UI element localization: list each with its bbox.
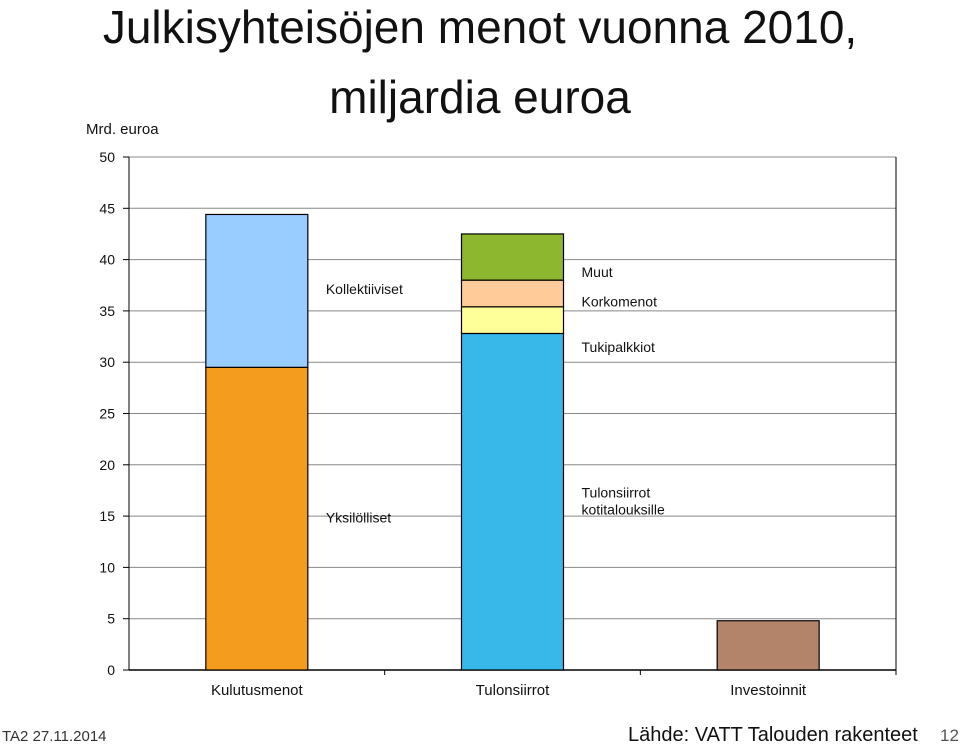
segment-annotation-1: Kollektiiviset xyxy=(326,281,403,297)
slide-title-line-2: miljardia euroa xyxy=(329,71,631,123)
y-tick-label-5: 5 xyxy=(107,611,115,627)
segment-annotation-3: Tukipalkkiot xyxy=(582,339,656,355)
y-tick-label-35: 35 xyxy=(99,303,115,319)
y-axis-label: Mrd. euroa xyxy=(86,121,159,138)
segment-annotation-4: Korkomenot xyxy=(582,293,658,309)
slide-title-line-1: Julkisyhteisöjen menot vuonna 2010, xyxy=(102,1,858,53)
footer-date: TA2 27.11.2014 xyxy=(2,728,107,745)
y-tick-label-10: 10 xyxy=(99,559,115,575)
y-tick-label-50: 50 xyxy=(99,149,115,165)
bar-segment-s5-c1 xyxy=(460,233,565,281)
segment-annotation-2: Tulonsiirrot kotitalouksille xyxy=(582,485,665,518)
x-tick-label-2: Investoinnit xyxy=(730,682,807,699)
footer-source: Lähde: VATT Talouden rakenteet xyxy=(628,724,918,746)
y-tick-label-0: 0 xyxy=(107,662,115,678)
y-tick-label-20: 20 xyxy=(99,457,115,473)
bar-segment-s6-c2 xyxy=(716,620,820,671)
bar-segment-s4-c1 xyxy=(460,279,565,308)
page-number: 12 xyxy=(940,726,959,745)
segment-annotation-0: Yksilölliset xyxy=(326,510,391,526)
bar-segment-s0-c0 xyxy=(205,366,309,671)
x-tick-label-1: Tulonsiirrot xyxy=(476,682,550,699)
y-tick-label-30: 30 xyxy=(99,354,115,370)
x-tick-label-0: Kulutusmenot xyxy=(211,682,304,699)
bar-segment-s2-c1 xyxy=(460,332,565,671)
y-tick-label-45: 45 xyxy=(99,200,115,216)
y-tick-label-25: 25 xyxy=(99,406,115,422)
segment-annotation-5: Muut xyxy=(582,264,613,280)
bar-segment-s3-c1 xyxy=(460,306,565,335)
y-tick-label-40: 40 xyxy=(99,252,115,268)
y-tick-label-15: 15 xyxy=(99,508,115,524)
bar-segment-s1-c0 xyxy=(205,213,309,368)
